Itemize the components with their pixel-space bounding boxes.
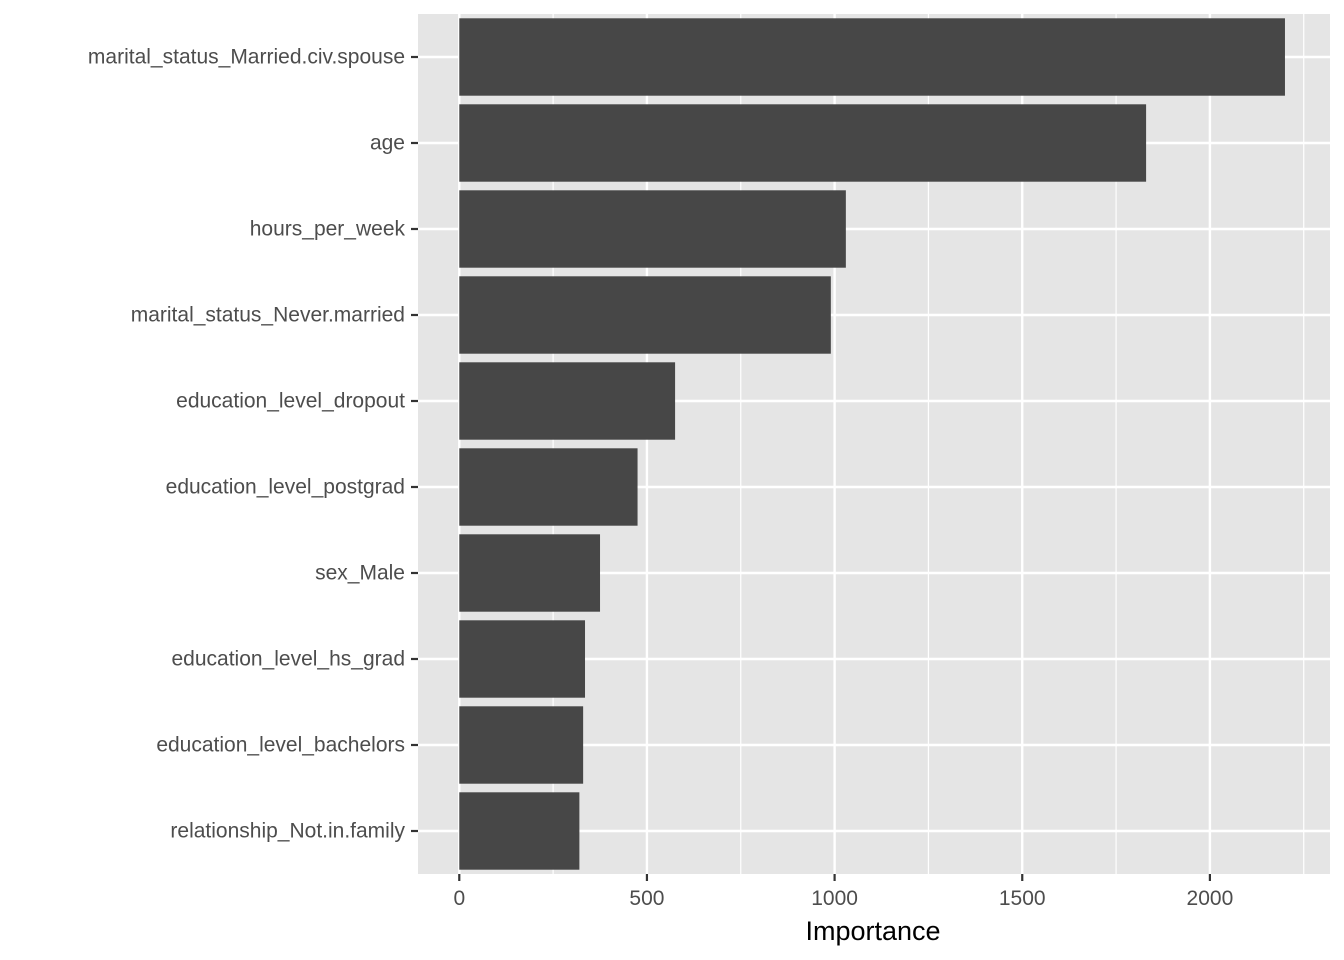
bar: [459, 792, 580, 870]
y-tick-label: relationship_Not.in.family: [170, 820, 405, 843]
y-tick-label: education_level_dropout: [176, 390, 405, 413]
bar: [459, 706, 584, 784]
bar: [459, 362, 676, 440]
y-tick-label: education_level_postgrad: [166, 476, 405, 499]
x-tick-label: 0: [453, 887, 465, 910]
bar: [459, 276, 831, 354]
bar: [459, 190, 846, 268]
bars: [459, 18, 1285, 870]
y-tick-label: marital_status_Married.civ.spouse: [88, 46, 405, 69]
y-tick-label: marital_status_Never.married: [131, 304, 405, 327]
x-tick-label: 1000: [811, 887, 858, 910]
bar: [459, 104, 1147, 182]
x-tick-label: 500: [629, 887, 664, 910]
y-tick-label: education_level_hs_grad: [171, 648, 405, 671]
y-tick-label: education_level_bachelors: [156, 734, 405, 757]
x-axis: 0 500 1000 1500 2000: [453, 874, 1233, 910]
bar: [459, 18, 1285, 96]
x-axis-title: Importance: [805, 916, 940, 946]
bar: [459, 448, 638, 526]
x-tick-label: 1500: [999, 887, 1046, 910]
bar: [459, 620, 586, 698]
y-tick-label: sex_Male: [315, 562, 405, 585]
y-tick-label: age: [370, 132, 405, 155]
y-tick-label: hours_per_week: [250, 218, 406, 241]
x-tick-label: 2000: [1187, 887, 1234, 910]
bar: [459, 534, 601, 612]
